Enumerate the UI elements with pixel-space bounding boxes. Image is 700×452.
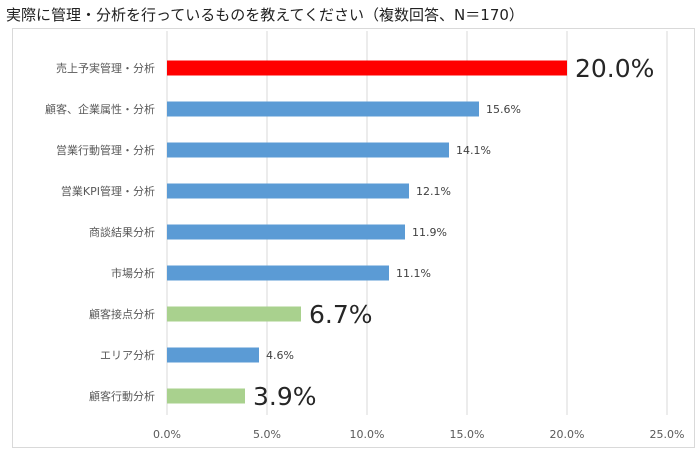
- data-label: 6.7%: [309, 300, 373, 329]
- x-tick-label: 5.0%: [253, 428, 281, 441]
- category-label: 営業行動管理・分析: [56, 143, 155, 157]
- bar: [167, 224, 405, 240]
- data-label: 15.6%: [486, 103, 521, 116]
- bar: [167, 265, 389, 281]
- x-tick-label: 0.0%: [153, 428, 181, 441]
- x-tick-label: 20.0%: [550, 428, 585, 441]
- category-labels: 売上予実管理・分析顧客、企業属性・分析営業行動管理・分析営業KPI管理・分析商談…: [45, 61, 155, 403]
- x-tick-label: 25.0%: [650, 428, 685, 441]
- category-label: 市場分析: [111, 266, 155, 280]
- bar: [167, 183, 409, 199]
- x-tick-label: 15.0%: [450, 428, 485, 441]
- category-label: 顧客接点分析: [89, 307, 155, 321]
- bar: [167, 388, 245, 404]
- category-label: 売上予実管理・分析: [56, 61, 155, 75]
- category-label: エリア分析: [100, 348, 155, 362]
- category-label: 顧客行動分析: [89, 389, 155, 403]
- bar: [167, 101, 479, 117]
- bars: [167, 60, 567, 404]
- bar-chart: 売上予実管理・分析顧客、企業属性・分析営業行動管理・分析営業KPI管理・分析商談…: [45, 31, 684, 441]
- value-labels: 20.0% 15.6% 14.1% 12.1% 11.9% 11.1% 6.7% 4.6% 3.…: [253, 54, 654, 411]
- page-title: 実際に管理・分析を行っているものを教えてください（複数回答、N＝170）: [6, 6, 524, 24]
- x-tick-label: 10.0%: [350, 428, 385, 441]
- category-label: 商談結果分析: [89, 225, 155, 239]
- bar: [167, 142, 449, 158]
- data-label: 20.0%: [575, 54, 654, 83]
- chart-frame: 売上予実管理・分析顧客、企業属性・分析営業行動管理・分析 営業KPI管理・分析商談…: [12, 28, 695, 448]
- bar: [167, 306, 301, 322]
- data-label: 11.9%: [412, 226, 447, 239]
- data-label: 11.1%: [396, 267, 431, 280]
- x-axis-tick-labels: 0.0% 5.0% 10.0% 15.0% 20.0% 25.0%: [153, 428, 684, 441]
- category-label: 顧客、企業属性・分析: [45, 102, 155, 116]
- category-label: 営業KPI管理・分析: [61, 184, 155, 198]
- data-label: 12.1%: [416, 185, 451, 198]
- data-label: 14.1%: [456, 144, 491, 157]
- data-label: 4.6%: [266, 349, 294, 362]
- data-label: 3.9%: [253, 382, 317, 411]
- bar: [167, 60, 567, 76]
- bar: [167, 347, 259, 363]
